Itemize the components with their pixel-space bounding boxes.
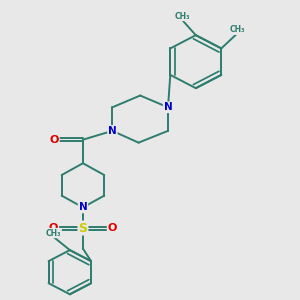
Text: N: N (108, 126, 117, 136)
Text: O: O (49, 223, 58, 233)
Text: O: O (50, 135, 59, 145)
Text: N: N (164, 102, 172, 112)
Text: CH₃: CH₃ (174, 11, 190, 20)
Text: CH₃: CH₃ (229, 26, 245, 34)
Text: CH₃: CH₃ (46, 229, 61, 238)
Text: S: S (78, 221, 87, 235)
Text: O: O (108, 223, 117, 233)
Text: N: N (79, 202, 87, 212)
